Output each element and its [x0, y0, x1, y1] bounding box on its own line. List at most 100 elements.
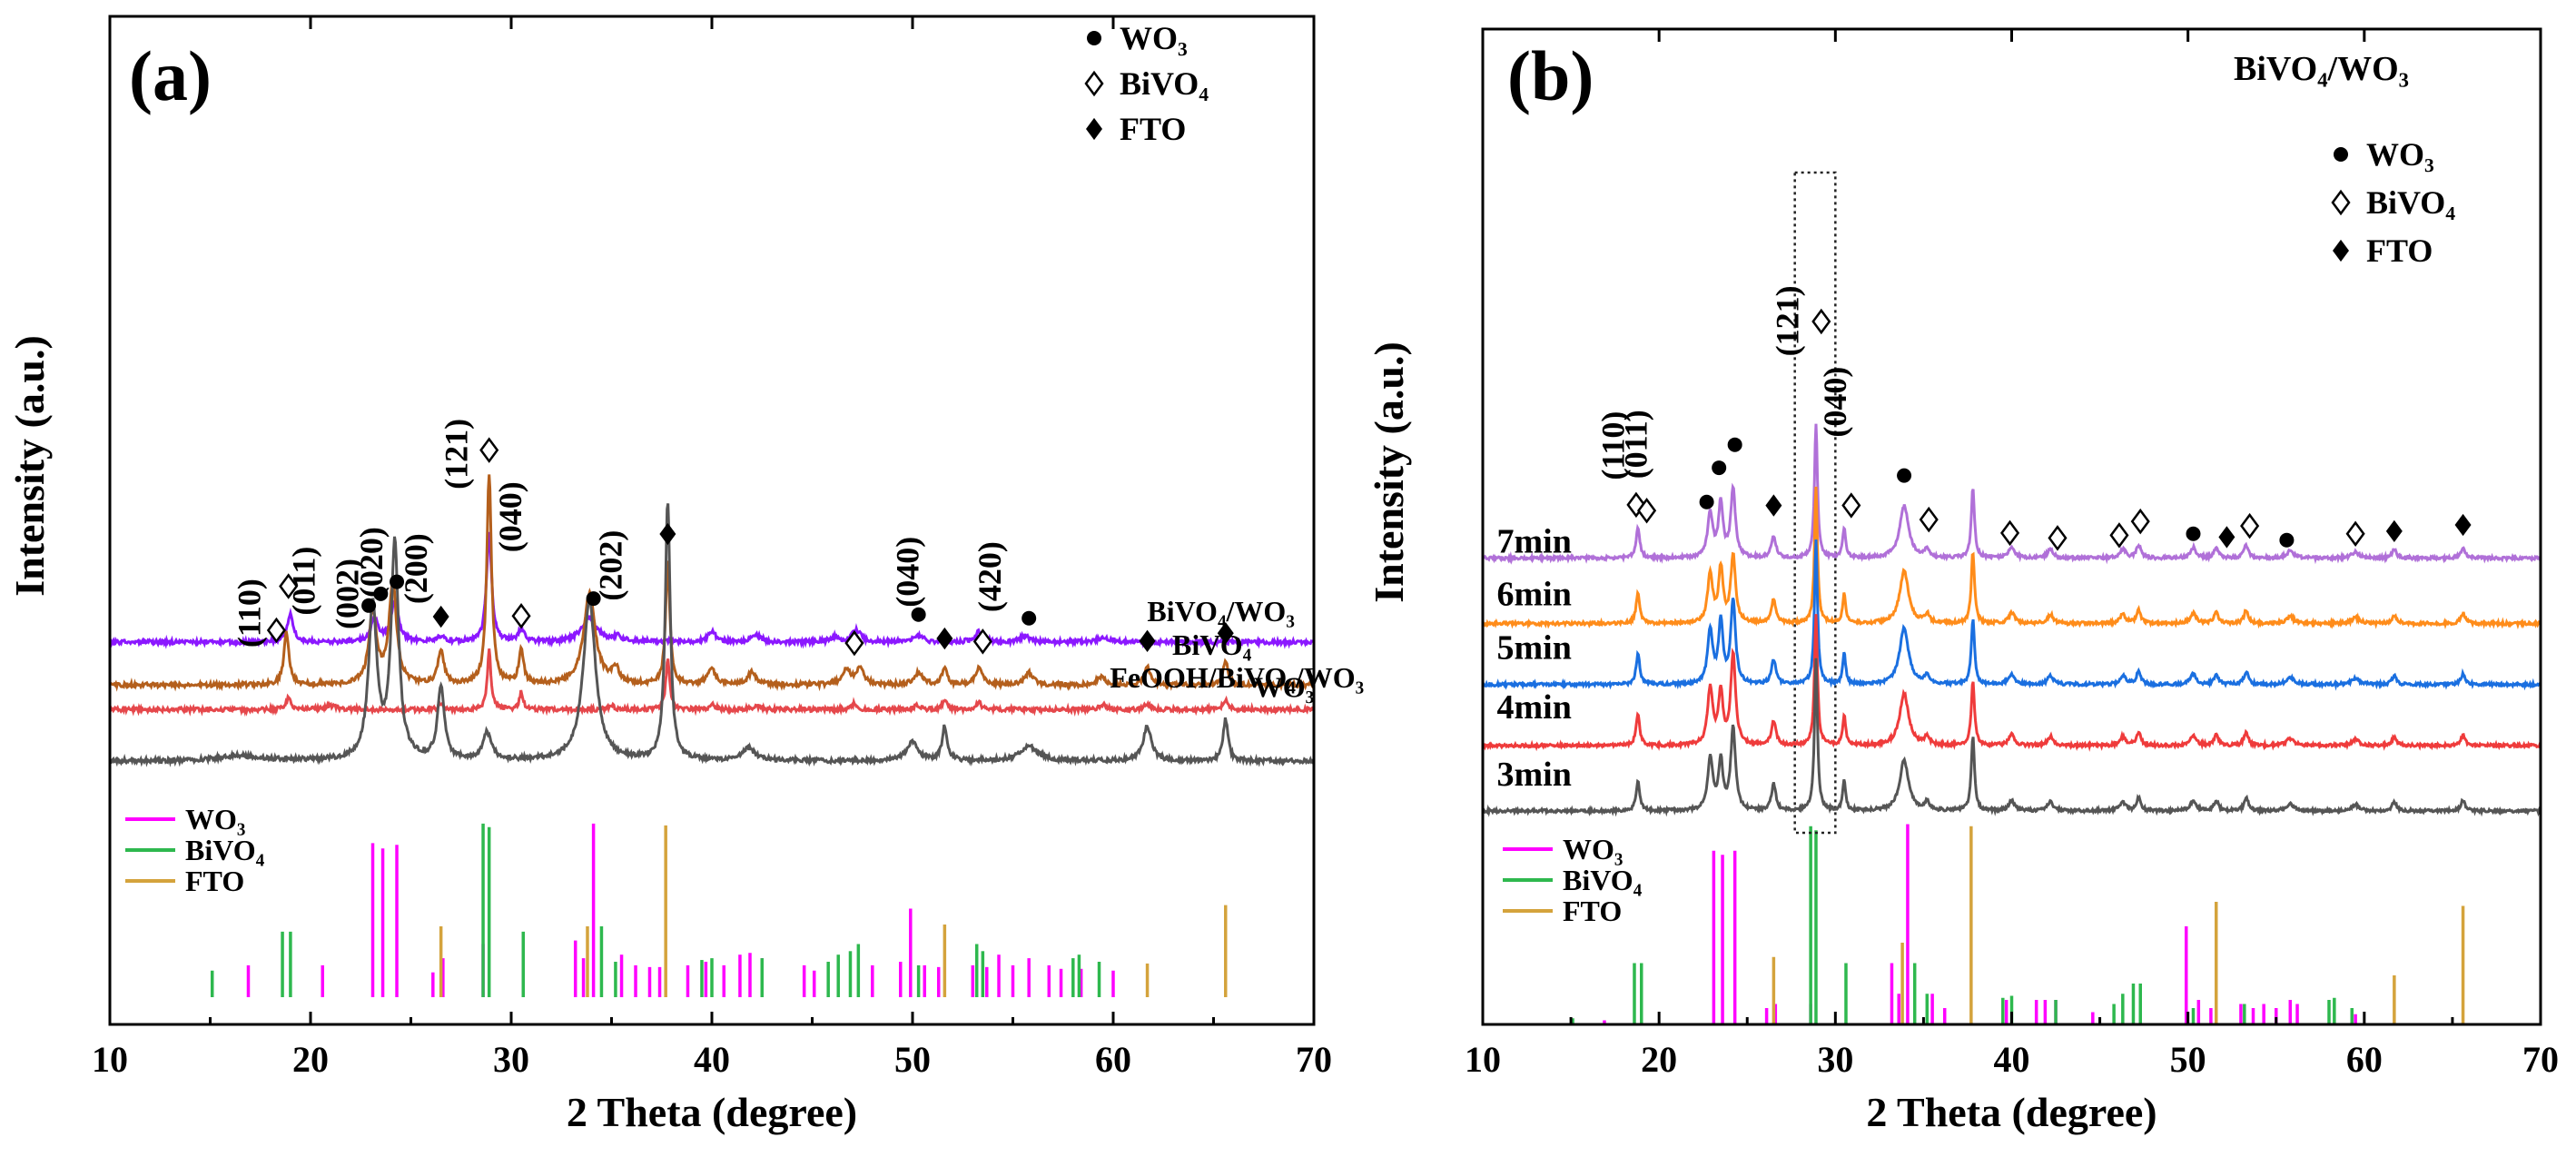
series-label: 7min [1497, 523, 1572, 561]
hkl-label: (020) [353, 527, 390, 598]
series-line-feooh-bivo-wo- [108, 531, 1316, 649]
legend-marker-circle [1087, 31, 1101, 45]
peak-marker-diamond-open [1811, 308, 1831, 335]
chart-panel-b: (110)(011) (121) (040) 7min 6min 5min 4min 3min… [1366, 27, 2559, 1135]
peak-marker-diamond-open [1919, 506, 1939, 533]
ref-lines-bivo4 [210, 823, 1101, 997]
peak-marker-diamond-open [2345, 520, 2365, 548]
peak-marker-circle [2186, 526, 2201, 541]
hkl-label: (121) [1770, 285, 1806, 356]
ref-legend-label: WO₃ [1563, 833, 1623, 865]
ref-legend-label: BiVO₄ [1563, 864, 1643, 896]
ref-lines-bivo4 [1571, 826, 2354, 1024]
peak-marker-diamond-filled [2218, 526, 2235, 549]
series-line-5min [1482, 539, 2541, 691]
peak-marker-diamond-open [1637, 498, 1657, 524]
hkl-label: (040) [492, 481, 528, 552]
peak-marker-diamond-filled [936, 627, 953, 650]
hkl-label: (002) [329, 559, 365, 629]
legend-label: FTO [2366, 232, 2433, 269]
hkl-label: (110) [232, 579, 268, 648]
hkl-label: (420) [972, 541, 1008, 612]
series-label: BiVO₄/WO₃ [1147, 595, 1295, 628]
chart-title: BiVO₄/WO₃ [2234, 50, 2409, 88]
peak-marker-diamond-open [279, 573, 299, 599]
series-label: BiVO₄ [1172, 628, 1252, 661]
peak-marker-diamond-filled [1765, 494, 1782, 517]
series-line-4min [1482, 614, 2542, 752]
series-line-3min [1482, 658, 2542, 817]
x-axis-label: 2 Theta (degree) [1866, 1089, 2157, 1135]
x-tick-label: 20 [292, 1039, 329, 1080]
legend-marker-diamond-open [1084, 70, 1104, 97]
x-tick-label: 10 [92, 1039, 128, 1080]
peak-marker-diamond-open [844, 629, 864, 657]
peak-marker-diamond-filled [1217, 622, 1234, 645]
x-tick-label: 50 [2170, 1039, 2206, 1080]
legend-label: WO₃ [2366, 136, 2434, 173]
peak-marker-circle [1727, 437, 1742, 452]
peak-marker-diamond-filled [1139, 629, 1156, 652]
peak-marker-circle [586, 591, 601, 607]
hkl-label: (200) [398, 533, 434, 604]
ref-legend-label: WO₃ [185, 803, 245, 836]
ref-lines-wo3 [1603, 824, 2357, 1024]
x-tick-label: 20 [1641, 1039, 1677, 1080]
peak-marker-diamond-open [2130, 508, 2150, 535]
legend-label: BiVO₄ [1120, 65, 1209, 102]
y-axis-label: Intensity (a.u.) [1366, 341, 1412, 603]
peak-marker-diamond-filled [2454, 513, 2472, 537]
series-label: 5min [1497, 629, 1572, 668]
peak-marker-diamond-filled [2385, 519, 2403, 543]
legend-marker-diamond-open [2331, 189, 2351, 216]
peak-marker-diamond-open [1841, 492, 1861, 519]
peak-marker-diamond-filled [659, 522, 676, 546]
x-tick-label: 70 [2522, 1039, 2559, 1080]
legend-marker-circle [2334, 147, 2348, 162]
series-line-6min [1481, 486, 2541, 630]
legend-label: BiVO₄ [2366, 184, 2455, 221]
x-tick-label: 30 [1817, 1039, 1853, 1080]
peak-marker-circle [911, 607, 926, 622]
x-tick-label: 60 [1095, 1039, 1131, 1080]
hkl-label: (110) [1594, 411, 1631, 480]
x-tick-label: 50 [894, 1039, 931, 1080]
peak-marker-circle [390, 574, 405, 589]
peak-marker-diamond-open [511, 603, 531, 629]
peak-marker-circle [1022, 610, 1037, 626]
x-tick-label: 40 [694, 1039, 730, 1080]
panel-label: (b) [1507, 36, 1594, 115]
peak-marker-diamond-open [2240, 512, 2260, 539]
series-line-7min [1481, 423, 2542, 565]
peak-marker-diamond-open [266, 617, 286, 644]
series-label: 4min [1497, 688, 1572, 727]
series-label: FeOOH/BiVO₄/WO₃ [1110, 661, 1364, 694]
x-tick-label: 70 [1296, 1039, 1332, 1080]
series-label: 3min [1497, 756, 1572, 794]
panel-label: (a) [129, 36, 212, 115]
x-tick-label: 60 [2346, 1039, 2383, 1080]
ref-lines-fto [1772, 826, 2465, 1024]
chart-panel-a: (002)(020) (200) (202) (040) (420) (110) (011)… [6, 15, 1364, 1135]
peak-marker-circle [2279, 532, 2295, 548]
series-line-bivo-wo- [108, 474, 1316, 692]
legend-label: WO₃ [1120, 20, 1188, 56]
peak-marker-diamond-filled [432, 605, 449, 628]
series-line-wo- [108, 503, 1315, 767]
hkl-label: (121) [438, 419, 474, 490]
highlight-box [1793, 171, 1837, 835]
ref-legend-label: FTO [185, 865, 244, 897]
series-label: 6min [1497, 576, 1572, 614]
hkl-label: (040) [1817, 367, 1853, 438]
peak-marker-circle [361, 598, 377, 613]
x-axis-label: 2 Theta (degree) [567, 1089, 857, 1135]
plot-area [110, 16, 1314, 1024]
hkl-label: (040) [890, 537, 926, 608]
peak-marker-circle [1897, 468, 1912, 483]
hkl-label: (011) [1618, 410, 1654, 479]
legend-label: FTO [1120, 111, 1186, 147]
ref-legend-label: BiVO₄ [185, 834, 265, 866]
peak-marker-diamond-open [972, 628, 992, 655]
series-label: WO₃ [1254, 670, 1314, 703]
